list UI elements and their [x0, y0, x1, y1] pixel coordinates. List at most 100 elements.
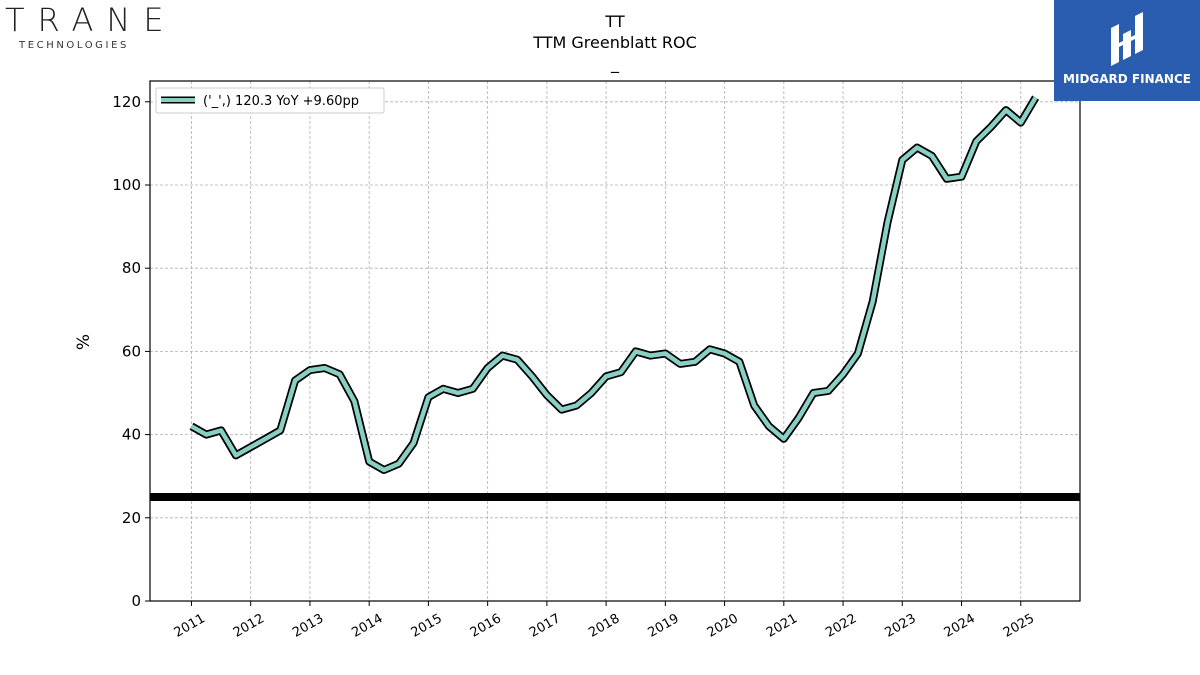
data-point [531, 375, 533, 377]
data-point [783, 438, 785, 440]
x-tick-label: 2019 [646, 611, 682, 641]
data-point [768, 425, 770, 427]
data-point [279, 429, 281, 431]
x-tick-label: 2015 [409, 611, 445, 641]
data-point [1005, 109, 1007, 111]
trane-technologies-logo: TRANE TECHNOLOGIES [5, 4, 165, 52]
series-layer [189, 95, 1040, 474]
data-point [724, 353, 726, 355]
y-tick-label: 100 [112, 176, 141, 194]
data-point [502, 355, 504, 357]
data-point [620, 371, 622, 373]
data-point [842, 373, 844, 375]
data-point [191, 425, 193, 427]
midgard-mark-icon [1111, 12, 1143, 66]
x-tick-label: 2018 [586, 611, 622, 641]
data-point [576, 405, 578, 407]
data-point [709, 348, 711, 350]
plot-frame [149, 80, 1081, 602]
data-point [694, 361, 696, 363]
data-point [309, 369, 311, 371]
x-tick-label: 2025 [1001, 611, 1037, 641]
data-point [457, 392, 459, 394]
midgard-name: MIDGARD FINANCE [1063, 72, 1191, 86]
data-point [857, 353, 859, 355]
data-point [872, 301, 874, 303]
y-tick-label: 60 [122, 342, 141, 360]
data-point [605, 375, 607, 377]
legend-entry-label: ('_',) 120.3 YoY +9.60pp [203, 94, 359, 109]
x-tick-label: 2021 [764, 611, 800, 641]
data-point [398, 463, 400, 465]
data-point [220, 429, 222, 431]
data-point [472, 388, 474, 390]
data-point [738, 361, 740, 363]
legend-box [155, 87, 385, 114]
y-axis-ticks: 0 20 40 60 80 100 120 [112, 93, 150, 610]
data-point [916, 147, 918, 149]
data-point [324, 367, 326, 369]
data-point [812, 392, 814, 394]
x-tick-label: 2023 [882, 611, 918, 641]
data-point [205, 434, 207, 436]
data-point [664, 353, 666, 355]
data-point [798, 417, 800, 419]
chart-title-metric: TTM Greenblatt ROC [532, 33, 697, 52]
y-axis-label: % [74, 334, 94, 350]
data-point [265, 438, 267, 440]
chart-title-sub: _ [610, 54, 620, 74]
x-tick-label: 2012 [231, 611, 267, 641]
y-tick-label: 20 [122, 509, 141, 527]
y-tick-label: 80 [122, 259, 141, 277]
x-tick-label: 2022 [823, 611, 859, 641]
data-point [946, 178, 948, 180]
x-tick-label: 2011 [172, 611, 208, 641]
x-tick-label: 2024 [942, 611, 978, 641]
midgard-finance-logo: MIDGARD FINANCE [1054, 0, 1200, 101]
data-point [353, 400, 355, 402]
data-point [931, 155, 933, 157]
x-tick-label: 2017 [527, 611, 563, 641]
data-point [635, 350, 637, 352]
x-tick-label: 2013 [290, 611, 326, 641]
data-point [827, 390, 829, 392]
data-point [383, 469, 385, 471]
chart-title-ticker: TT [604, 12, 624, 31]
data-point [413, 442, 415, 444]
data-point [487, 367, 489, 369]
logo-subtitle: TECHNOLOGIES [19, 40, 129, 51]
legend: ('_',) 120.3 YoY +9.60pp [155, 87, 385, 114]
grid [150, 81, 1080, 602]
data-point [1020, 122, 1022, 124]
x-axis-ticks: 2011 2012 2013 2014 2015 2016 2017 2018 2019 2020… [172, 601, 1037, 641]
data-point [339, 373, 341, 375]
data-point [990, 126, 992, 128]
y-tick-label: 120 [112, 93, 141, 111]
data-point [961, 176, 963, 178]
data-point [753, 405, 755, 407]
data-point [427, 396, 429, 398]
logo-wordmark: TRANE [5, 1, 177, 39]
data-point [250, 446, 252, 448]
data-point [442, 388, 444, 390]
data-point [679, 363, 681, 365]
data-point [235, 454, 237, 456]
y-tick-label: 0 [131, 592, 141, 610]
data-point [368, 461, 370, 463]
data-point [294, 380, 296, 382]
data-point [1035, 97, 1037, 99]
data-point [561, 409, 563, 411]
x-tick-label: 2014 [349, 611, 385, 641]
series-line [190, 96, 1038, 473]
data-point [546, 394, 548, 396]
data-point [650, 355, 652, 357]
y-tick-label: 40 [122, 426, 141, 444]
data-point [590, 392, 592, 394]
data-point [901, 159, 903, 161]
data-point [887, 221, 889, 223]
data-point [516, 359, 518, 361]
x-tick-label: 2016 [468, 611, 504, 641]
x-tick-label: 2020 [705, 611, 741, 641]
data-point [975, 140, 977, 142]
